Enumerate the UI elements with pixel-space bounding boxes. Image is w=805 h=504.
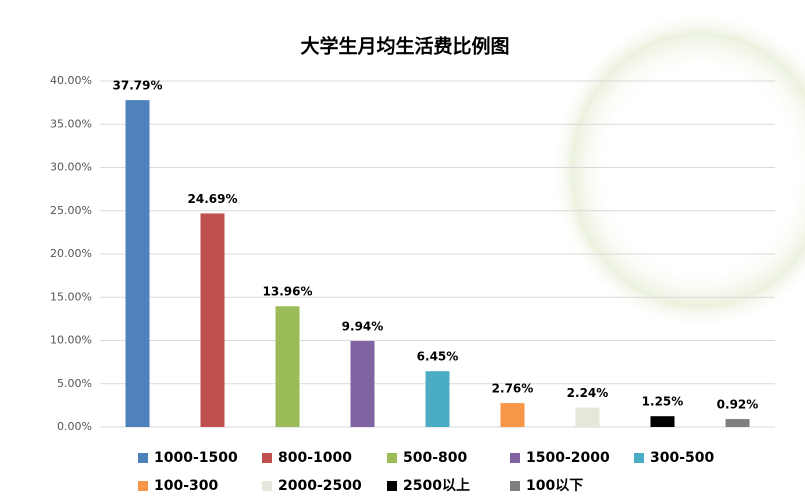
bar [125, 100, 150, 427]
legend-swatch [510, 453, 520, 463]
y-tick-label: 5.00% [57, 377, 92, 390]
chart-title: 大学生月均生活费比例图 [300, 35, 509, 58]
value-label: 9.94% [342, 320, 384, 334]
value-label: 2.76% [492, 382, 534, 396]
bar [275, 306, 300, 427]
legend-label: 100-300 [154, 478, 219, 494]
legend-label: 1500-2000 [526, 450, 610, 466]
y-tick-label: 25.00% [50, 204, 92, 217]
legend-label: 500-800 [403, 450, 468, 466]
y-tick-label: 15.00% [50, 290, 92, 303]
value-label: 2.24% [567, 386, 609, 400]
legend-swatch [387, 481, 397, 491]
legend-swatch [262, 481, 272, 491]
legend-swatch [387, 453, 397, 463]
bar [500, 403, 525, 427]
legend-label: 100以下 [526, 478, 583, 494]
value-label: 6.45% [417, 350, 459, 364]
value-label: 24.69% [188, 192, 238, 206]
y-tick-label: 30.00% [50, 161, 92, 174]
y-tick-label: 40.00% [50, 74, 92, 87]
legend-label: 800-1000 [278, 450, 352, 466]
y-tick-label: 20.00% [50, 247, 92, 260]
legend-label: 1000-1500 [154, 450, 238, 466]
legend-swatch [510, 481, 520, 491]
legend-swatch [262, 453, 272, 463]
bar [350, 341, 375, 427]
bar [650, 416, 675, 427]
bar [725, 419, 750, 427]
bar [200, 213, 225, 427]
y-tick-label: 35.00% [50, 117, 92, 130]
value-label: 0.92% [717, 398, 759, 412]
value-label: 13.96% [263, 285, 313, 299]
value-label: 1.25% [642, 395, 684, 409]
bar [575, 407, 600, 427]
y-tick-label: 10.00% [50, 334, 92, 347]
legend-label: 300-500 [650, 450, 715, 466]
value-label: 37.79% [113, 79, 163, 93]
y-tick-label: 0.00% [57, 420, 92, 433]
legend-label: 2000-2500 [278, 478, 362, 494]
legend-label: 2500以上 [403, 478, 470, 494]
legend-swatch [138, 481, 148, 491]
background-decoration [550, 10, 805, 330]
legend-swatch [634, 453, 644, 463]
legend-swatch [138, 453, 148, 463]
bar [425, 371, 450, 427]
